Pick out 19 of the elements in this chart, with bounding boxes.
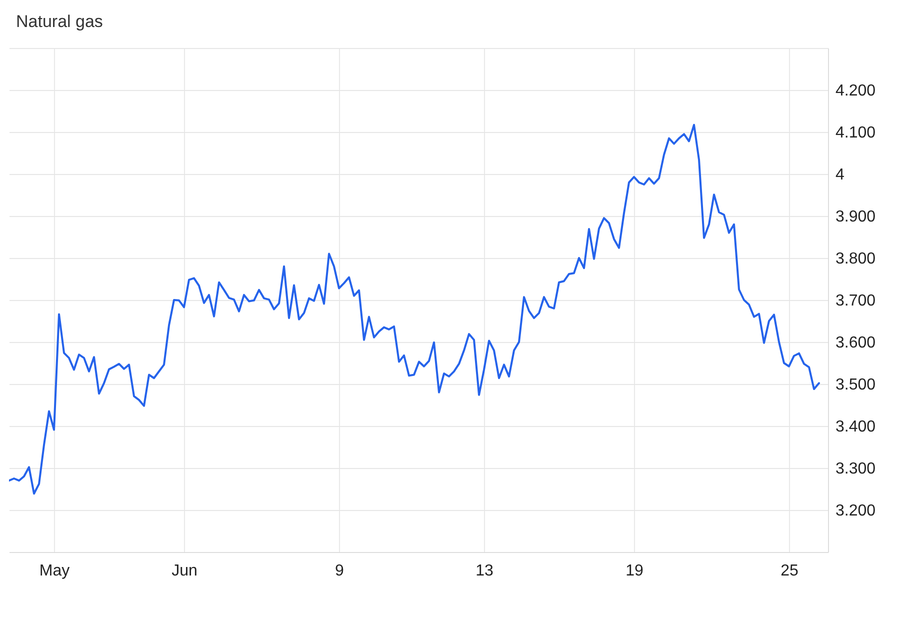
x-tick-label: 9 [335, 562, 344, 580]
y-tick-label: 3.700 [836, 292, 876, 310]
y-tick-label: 3.600 [836, 334, 876, 352]
y-tick-label: 3.500 [836, 376, 876, 394]
y-tick-label: 3.800 [836, 250, 876, 268]
y-tick-label: 3.900 [836, 208, 876, 226]
y-tick-label: 3.200 [836, 502, 876, 520]
x-tick-label: Jun [172, 562, 198, 580]
x-tick-label: 25 [780, 562, 798, 580]
line-series [9, 124, 820, 495]
y-tick-label: 3.300 [836, 460, 876, 478]
y-tick-label: 4 [836, 166, 844, 184]
y-tick-label: 4.100 [836, 124, 876, 142]
y-tick-label: 4.200 [836, 82, 876, 100]
chart-title: Natural gas [16, 12, 103, 31]
y-tick-label: 3.400 [836, 418, 876, 436]
x-tick-label: May [39, 562, 70, 580]
x-tick-label: 19 [626, 562, 644, 580]
x-tick-label: 13 [476, 562, 494, 580]
